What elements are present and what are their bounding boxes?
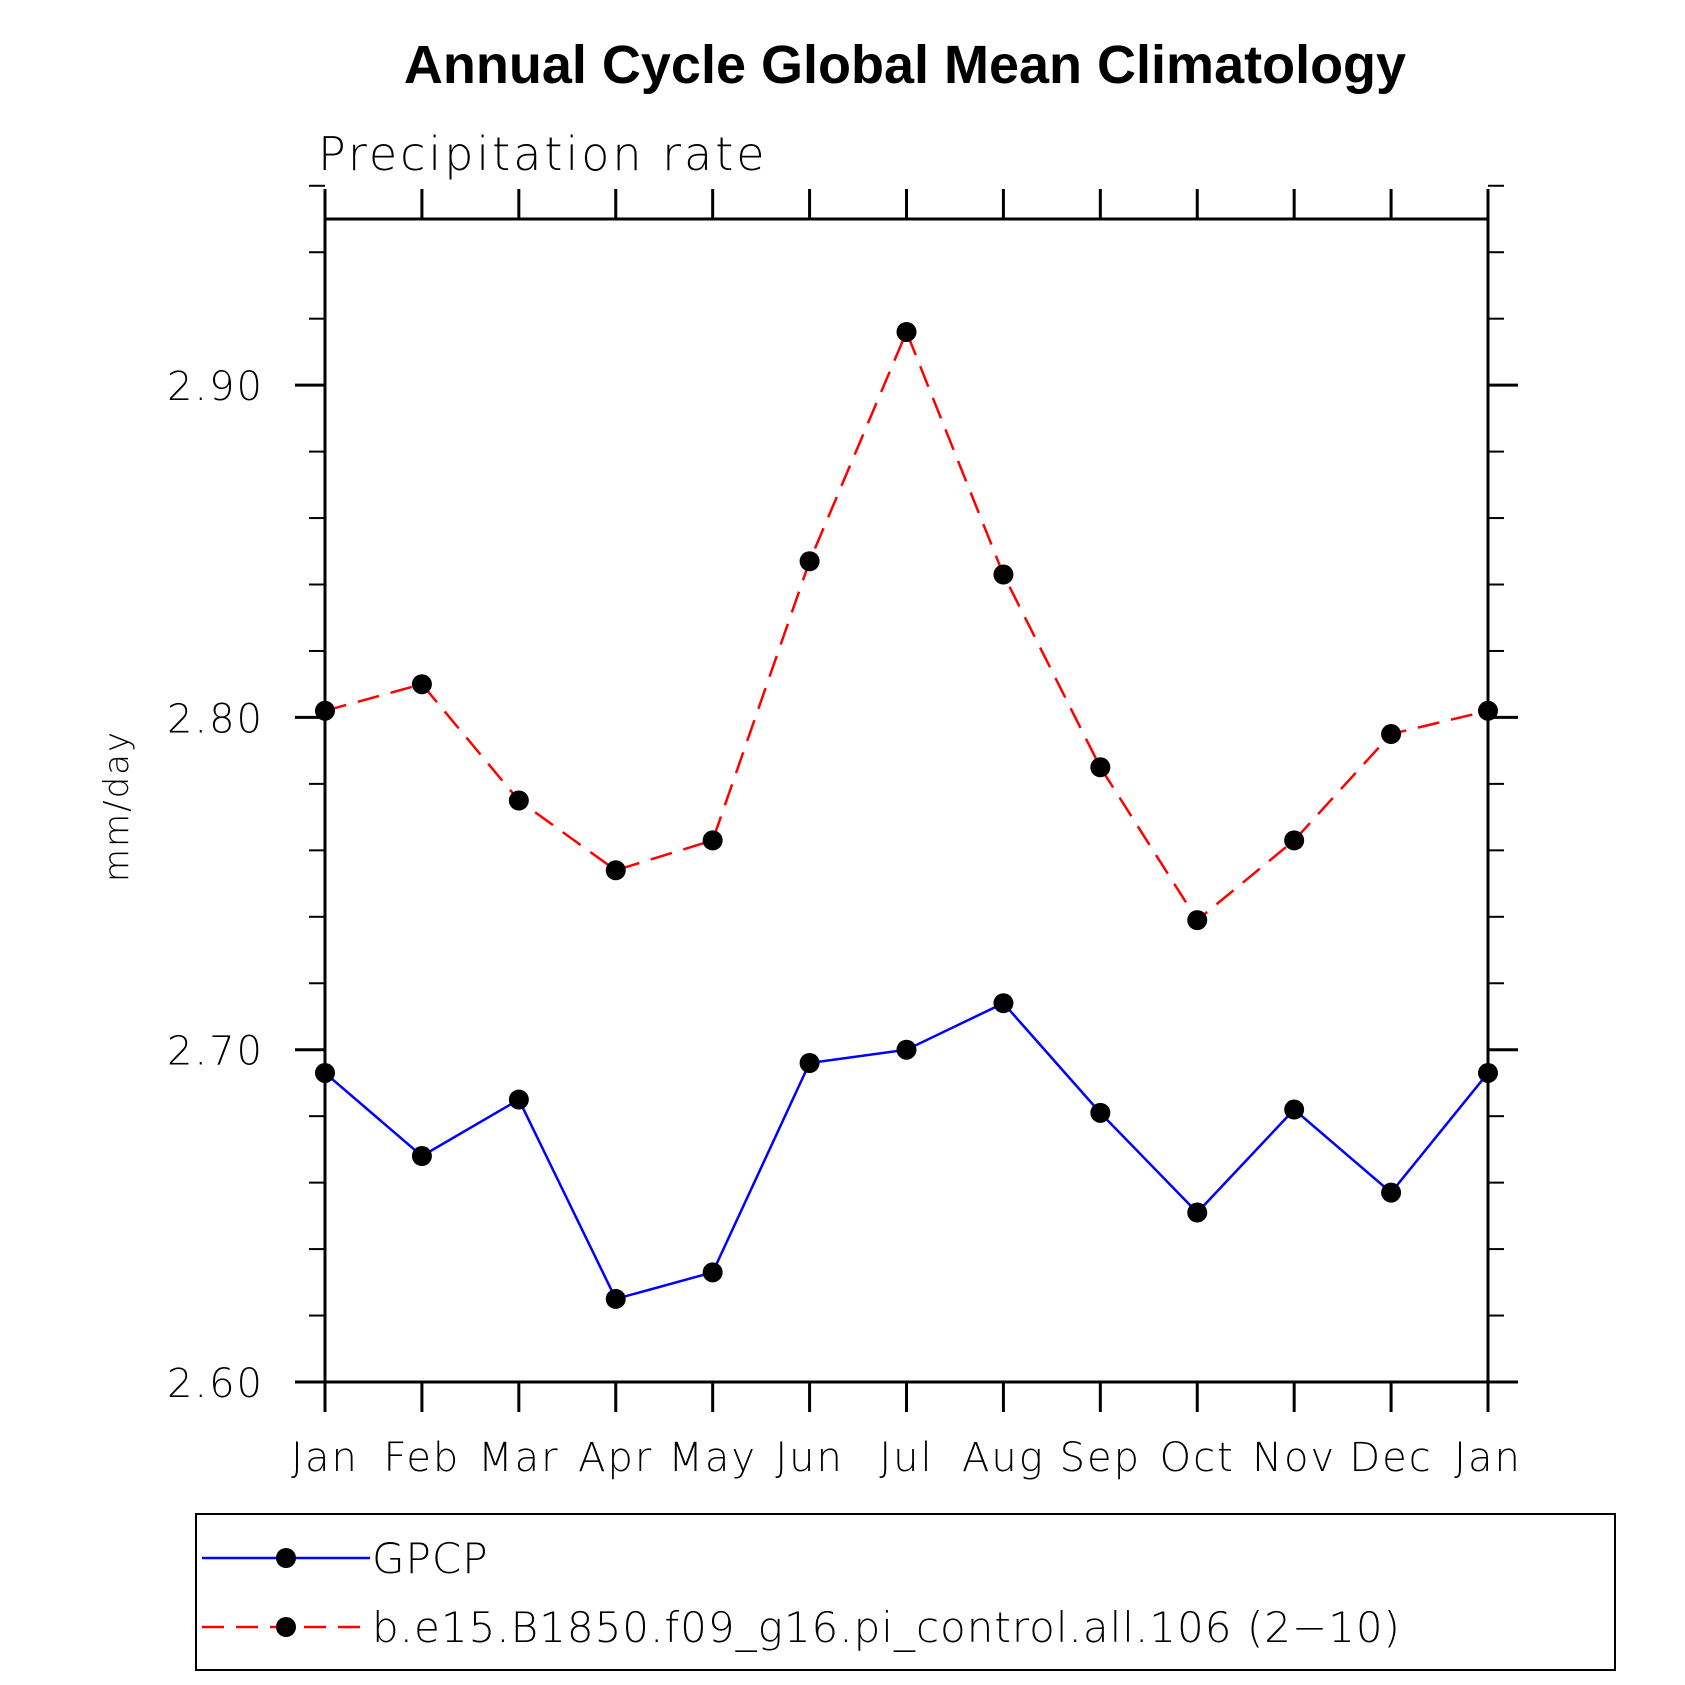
data-point: [1090, 757, 1111, 778]
data-point: [508, 790, 529, 811]
axis-ticks: [295, 184, 1518, 1412]
data-point: [993, 993, 1014, 1014]
legend-entry-2: b.e15.B1850.f09_g16.pi_control.all.106 (…: [202, 1603, 1401, 1652]
data-point: [993, 564, 1014, 585]
x-tick-label: Dec: [1349, 1435, 1432, 1481]
data-point: [799, 1053, 820, 1074]
legend-label: b.e15.B1850.f09_g16.pi_control.all.106 (…: [372, 1603, 1401, 1652]
legend-marker: [276, 1617, 296, 1637]
data-point: [1381, 1182, 1402, 1203]
x-tick-label: Nov: [1252, 1435, 1336, 1481]
legend-box: [195, 1513, 1616, 1671]
legend-entries: GPCP b.e15.B1850.f09_g16.pi_control.all.1…: [202, 1534, 1401, 1652]
data-point: [605, 860, 626, 881]
y-tick-label: 2.60: [167, 1361, 264, 1407]
data-point: [411, 1146, 432, 1167]
data-point: [1284, 1099, 1305, 1120]
data-point: [1090, 1102, 1111, 1123]
x-tick-label: Jul: [879, 1435, 933, 1481]
x-tick-label: Sep: [1060, 1435, 1141, 1481]
data-point: [702, 1262, 723, 1283]
y-tick-label: 2.80: [167, 696, 264, 742]
data-point: [896, 321, 917, 342]
legend-marker: [276, 1548, 296, 1568]
plot-frame: [323, 217, 1490, 1384]
data-point: [411, 674, 432, 695]
chart-title: Annual Cycle Global Mean Climatology: [404, 35, 1406, 95]
series-2: [315, 321, 1498, 931]
series-layer: [315, 321, 1498, 1309]
x-tick-label: Oct: [1160, 1435, 1235, 1481]
series-1: [315, 993, 1498, 1309]
tick-labels: Jan Feb Mar Apr May Jun Jul Aug Sep Oct Nov Dec Jan 2…: [167, 364, 1522, 1481]
data-point: [799, 551, 820, 572]
y-axis-label: mm/day: [97, 730, 137, 882]
x-tick-label: Feb: [384, 1435, 461, 1481]
data-point: [702, 830, 723, 851]
data-point: [1187, 1202, 1208, 1223]
x-tick-label: Jun: [775, 1435, 844, 1481]
legend: GPCP b.e15.B1850.f09_g16.pi_control.all.1…: [195, 1513, 1616, 1671]
y-tick-label: 2.70: [167, 1029, 264, 1075]
data-point: [605, 1288, 626, 1309]
series-line: [324, 328, 1489, 922]
legend-label: GPCP: [372, 1534, 489, 1583]
data-point: [1381, 724, 1402, 745]
x-tick-label: Aug: [962, 1435, 1045, 1481]
data-point: [508, 1089, 529, 1110]
x-tick-label: Mar: [478, 1435, 559, 1481]
data-point: [1284, 830, 1305, 851]
data-point: [1187, 910, 1208, 931]
x-tick-label: Jan: [1454, 1435, 1522, 1481]
x-tick-label: May: [668, 1435, 757, 1481]
chart-subtitle: Precipitation rate: [318, 127, 768, 181]
x-tick-label: Apr: [578, 1435, 653, 1481]
data-point: [896, 1039, 917, 1060]
y-tick-label: 2.90: [167, 364, 264, 410]
legend-entry-1: GPCP: [202, 1534, 489, 1583]
x-tick-label: Jan: [291, 1435, 359, 1481]
